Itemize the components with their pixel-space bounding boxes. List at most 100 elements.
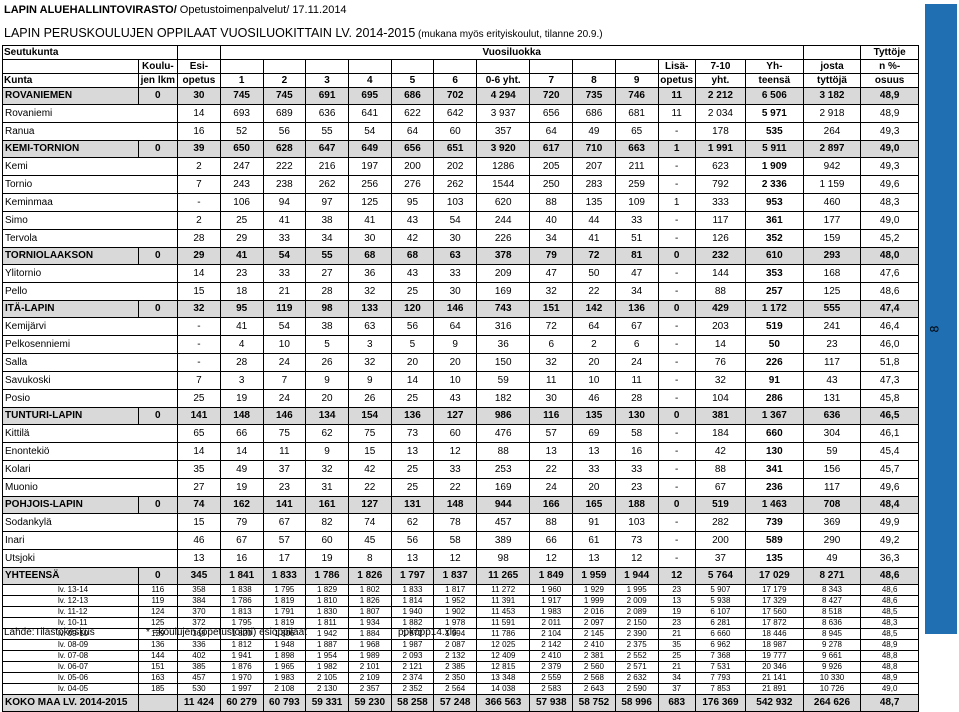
col-710-a: 7-10 <box>694 59 747 74</box>
table-cell: 78 <box>433 513 478 532</box>
table-cell: 13 <box>390 442 435 461</box>
table-cell: 286 <box>745 389 804 408</box>
table-cell: 12 <box>433 442 478 461</box>
table-cell: 50 <box>745 335 804 354</box>
table-cell: 276 <box>390 175 435 194</box>
table-cell: 2 381 <box>572 650 616 662</box>
table-cell: 88 <box>529 193 574 212</box>
year-row: lv. 13-14 116 358 1 838 1 795 1 829 1 802 1 833… <box>2 584 919 596</box>
table-cell: 163 <box>137 672 179 684</box>
col-kunta: Kunta <box>2 73 139 88</box>
table-cell: 109 <box>614 193 659 212</box>
table-cell: 22 <box>529 460 574 479</box>
table-cell: 1 954 <box>305 650 349 662</box>
table-cell: 41 <box>347 211 392 230</box>
table-cell: 65 <box>614 122 659 141</box>
table-cell: 4 <box>219 335 264 354</box>
table-cell: 457 <box>177 672 221 684</box>
table-cell: 46,0 <box>860 335 919 354</box>
table-cell: 19 <box>219 389 264 408</box>
table-cell: 6 506 <box>745 87 804 105</box>
table-cell: 48,9 <box>860 104 919 123</box>
table-cell: 17 560 <box>745 606 804 618</box>
table-cell: 49,2 <box>860 531 919 550</box>
table-cell: 61 <box>572 531 616 550</box>
region-row: TORNIOLAAKSON 0 29 41 54 55 68 68 63 378 79 72 81 0 23… <box>2 247 919 265</box>
table-cell: 37 <box>657 683 696 695</box>
table-cell <box>137 694 179 712</box>
table-cell: 2 918 <box>802 104 862 123</box>
row-label: KEMI-TORNION <box>2 140 139 158</box>
table-cell: 2 564 <box>433 683 478 695</box>
table-cell: 2 089 <box>614 606 659 618</box>
table-cell: 3 <box>219 371 264 390</box>
table-cell: 200 <box>694 531 747 550</box>
table-cell: 2 379 <box>529 661 574 673</box>
table-cell: 1544 <box>476 175 531 194</box>
table-cell: 60 <box>305 531 349 550</box>
table-cell: - <box>657 122 696 141</box>
table-cell: 1 948 <box>262 639 307 651</box>
table-cell: 165 <box>572 496 616 514</box>
table-cell: 14 <box>177 442 221 461</box>
table-cell: 35 <box>657 639 696 651</box>
table-cell: 18 987 <box>745 639 804 651</box>
table-cell: 209 <box>476 264 531 283</box>
table-cell: 1 <box>657 193 696 212</box>
table-cell: 69 <box>572 424 616 443</box>
table-cell: 1 786 <box>305 567 349 585</box>
table-cell: 1 159 <box>802 175 862 194</box>
year-row: lv. 08-09 136 336 1 812 1 948 1 887 1 968 1 987… <box>2 639 919 651</box>
title-text: LAPIN PERUSKOULUJEN OPPILAAT VUOSILUOKIT… <box>4 26 416 40</box>
table-cell: 389 <box>476 531 531 550</box>
table-cell: 535 <box>745 122 804 141</box>
table-cell: 11 453 <box>476 606 531 618</box>
table-cell: 720 <box>529 87 574 105</box>
col-seutukunta: Seutukunta <box>1 45 179 60</box>
table-cell: 37 <box>694 549 747 568</box>
table-cell: 64 <box>390 122 435 141</box>
table-cell: 1 791 <box>262 606 307 618</box>
table-cell: 942 <box>802 157 862 176</box>
table-cell: 58 752 <box>572 694 616 712</box>
table-cell: 9 <box>347 371 392 390</box>
municipality-row: Salla -28 24 26 32 20 20 150 32 20 24-76 226 117 51,8 <box>1 353 919 372</box>
table-cell: 256 <box>347 175 392 194</box>
table-cell: 11 <box>262 442 307 461</box>
table-cell: 2 016 <box>572 606 616 618</box>
table-cell: 656 <box>390 140 435 158</box>
table-cell: 8 945 <box>802 628 862 640</box>
table-cell: 14 <box>694 335 747 354</box>
table-cell: 353 <box>745 264 804 283</box>
table-cell: 11 591 <box>476 617 531 629</box>
table-cell: 133 <box>347 300 392 318</box>
table-cell: 0 <box>657 247 696 265</box>
municipality-row: Simo 2 25 41 38 41 43 54 244 40 44 33-117 361 177 49,0 <box>1 211 919 230</box>
table-cell: 88 <box>694 282 747 301</box>
table-cell: 74 <box>177 496 221 514</box>
table-cell: 357 <box>476 122 531 141</box>
table-cell: 57 938 <box>529 694 574 712</box>
table-cell: 345 <box>177 567 221 585</box>
table-cell: 589 <box>745 531 804 550</box>
municipality-row: Kittilä 65 66 75 62 75 73 60 476 57 69 58-184 660 304… <box>1 424 919 443</box>
table-cell: 5 764 <box>694 567 747 585</box>
table-cell: 148 <box>219 407 264 425</box>
table-cell: 98 <box>476 549 531 568</box>
table-cell: 182 <box>476 389 531 408</box>
table-cell: 20 <box>572 353 616 372</box>
table-cell: 64 <box>572 317 616 336</box>
header-row-1: Seutukunta Vuosiluokka Tyttöje <box>1 45 919 60</box>
table-cell: 48,3 <box>860 617 919 629</box>
table-cell: 15 <box>177 513 221 532</box>
table-cell: 58 996 <box>614 694 659 712</box>
table-cell: 22 <box>433 478 478 497</box>
table-cell: 67 <box>614 317 659 336</box>
table-cell: 683 <box>657 694 696 712</box>
table-cell: 48,7 <box>860 694 919 712</box>
row-label: lv. 08-09 <box>2 639 139 651</box>
table-cell: 14 <box>390 371 435 390</box>
table-cell: 25 <box>219 211 264 230</box>
table-cell: 2 093 <box>390 650 435 662</box>
table-cell: 117 <box>802 478 862 497</box>
